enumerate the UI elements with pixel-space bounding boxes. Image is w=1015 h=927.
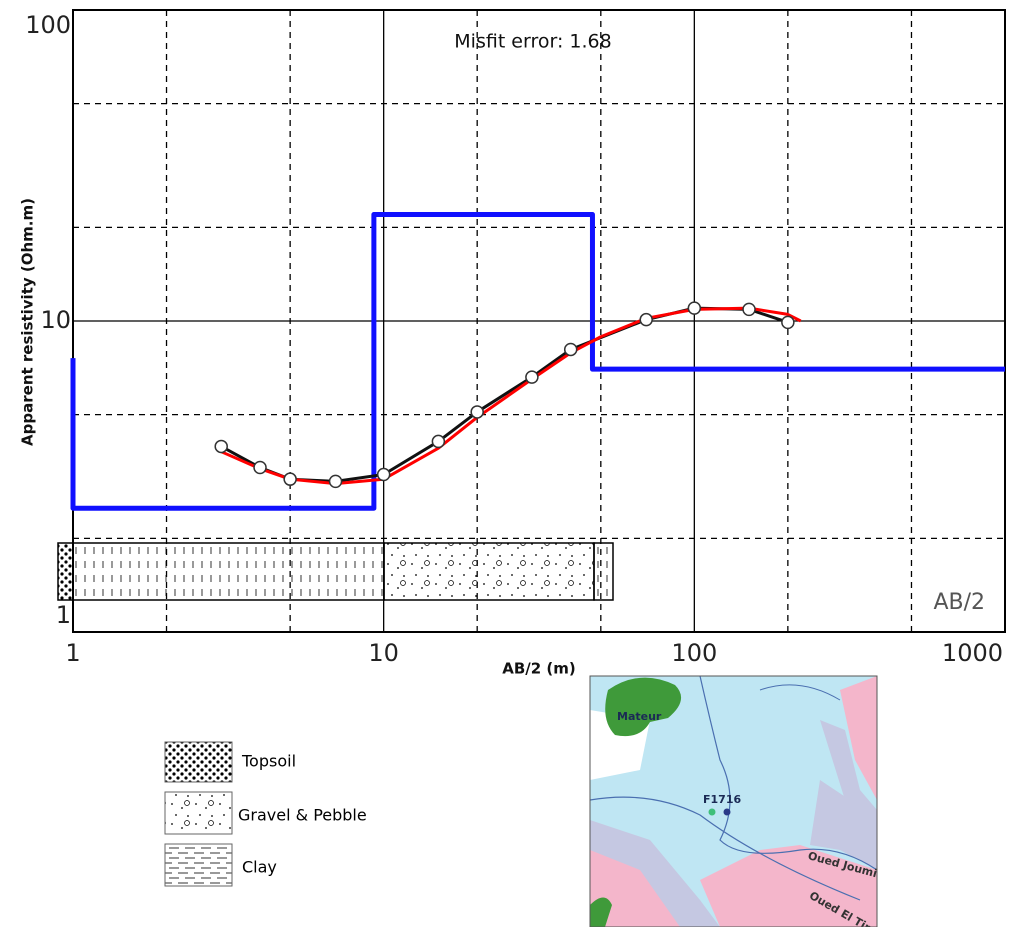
- y-tick-label: 10: [40, 306, 71, 334]
- data-point: [432, 435, 444, 447]
- x-tick-label: 1000: [942, 639, 1003, 667]
- y-tick-label: 100: [25, 11, 71, 39]
- legend-label: Topsoil: [241, 752, 296, 771]
- data-point: [526, 371, 538, 383]
- y-tick-label: 1: [56, 601, 71, 629]
- x-tick-label: 10: [368, 639, 399, 667]
- map-label: Mateur: [617, 710, 662, 723]
- data-point: [378, 468, 390, 480]
- data-point: [471, 406, 483, 418]
- x-tick-label: 100: [671, 639, 717, 667]
- data-point: [688, 302, 700, 314]
- misfit-annotation: Misfit error: 1.68: [454, 31, 611, 53]
- data-point: [565, 343, 577, 355]
- x-tick-label: 1: [65, 639, 80, 667]
- x-axis-label: AB/2 (m): [502, 660, 576, 678]
- data-point: [743, 303, 755, 315]
- lithology-legend: Topsoil Gravel & Pebble Clay: [165, 742, 367, 886]
- data-point: [330, 475, 342, 487]
- map-label: F1716: [703, 793, 741, 806]
- lithology-column: [58, 543, 613, 600]
- chart: 1 10 100 1000 1 10 100 Misfit error: 1.68 AB/2…: [0, 0, 1015, 927]
- data-point: [782, 316, 794, 328]
- data-point: [215, 440, 227, 452]
- data-point: [284, 473, 296, 485]
- legend-label: Gravel & Pebble: [238, 806, 367, 825]
- data-point: [640, 314, 652, 326]
- inner-label: AB/2: [933, 590, 985, 615]
- location-map: Mateur F1716 Oued Joumine Oued El Tine: [590, 676, 893, 927]
- y-axis-label: Apparent resistivity (Ohm.m): [19, 198, 37, 446]
- legend-label: Clay: [242, 858, 277, 877]
- data-point: [254, 462, 266, 474]
